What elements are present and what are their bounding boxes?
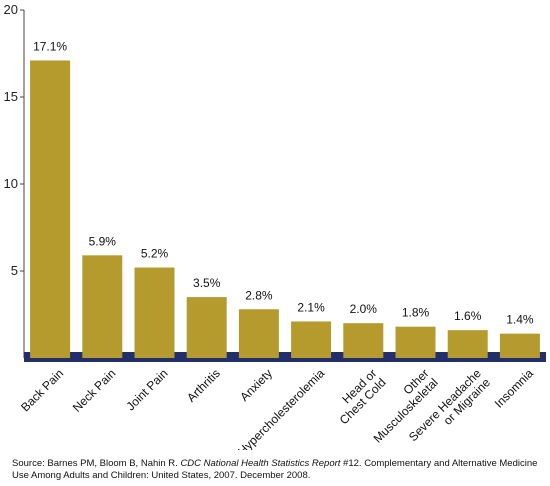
x-tick-label-line: Joint Pain <box>123 366 170 413</box>
bars <box>30 60 540 359</box>
x-tick-label-line: Arthritis <box>184 366 223 405</box>
x-tick-label: Insomnia <box>492 366 537 411</box>
x-tick-label: Arthritis <box>184 366 223 405</box>
labels: 17.1% 5.9% 5.2% 3.5% 2.8% 2.1% 2.0% 1.8% 1.6% 1.4… <box>18 39 536 450</box>
y-tick-label: 15 <box>4 89 18 104</box>
source-prefix: Source: Barnes PM, Bloom B, Nahin R. <box>12 458 181 469</box>
data-label: 2.1% <box>297 300 325 314</box>
baseline-band <box>24 352 546 362</box>
data-label: 3.5% <box>193 276 221 290</box>
x-tick-label: Joint Pain <box>123 366 170 413</box>
bar <box>499 333 540 358</box>
x-tick-label: Back Pain <box>18 366 66 414</box>
data-label: 1.4% <box>506 313 534 327</box>
data-label: 2.8% <box>245 288 273 302</box>
data-label: 17.1% <box>33 39 67 53</box>
x-tick-label: Anxiety <box>237 366 275 404</box>
x-tick-label-line: Back Pain <box>18 366 66 414</box>
bar <box>343 323 384 358</box>
axes: 5 10 15 20 <box>4 2 546 362</box>
y-tick-label: 20 <box>4 2 18 17</box>
data-label: 1.8% <box>402 306 430 320</box>
x-tick-label: Head orChest Cold <box>328 366 389 427</box>
bar <box>134 267 175 358</box>
source-suffix: #12. Complementary and Alternative Medic… <box>12 458 538 481</box>
y-tick-label: 5 <box>11 263 18 278</box>
bar <box>30 60 71 359</box>
x-tick-label: Hypercholesterolemia <box>235 366 327 450</box>
bar <box>82 255 123 358</box>
data-label: 1.6% <box>454 309 482 323</box>
bar <box>186 297 227 358</box>
bar-chart: 5 10 15 20 17.1% 5.9% 5.2% 3.5% 2.8% 2.1% 2.0% 1.8… <box>4 2 546 450</box>
x-tick-label: Neck Pain <box>70 366 119 415</box>
x-tick-label-line: Anxiety <box>237 366 275 404</box>
bar <box>238 309 279 358</box>
source-report-title: CDC National Health Statistics Report <box>180 458 341 469</box>
x-tick-label-line: Insomnia <box>492 366 537 411</box>
x-tick-label-line: Hypercholesterolemia <box>235 366 327 450</box>
bar <box>395 326 436 358</box>
data-label: 5.2% <box>141 247 169 261</box>
bar <box>447 330 488 358</box>
data-label: 5.9% <box>89 234 117 248</box>
x-tick-label-line: Neck Pain <box>70 366 119 415</box>
bar <box>291 321 332 358</box>
y-tick-label: 10 <box>4 176 18 191</box>
data-label: 2.0% <box>350 302 378 316</box>
source-note: Source: Barnes PM, Bloom B, Nahin R. CDC… <box>12 458 542 482</box>
